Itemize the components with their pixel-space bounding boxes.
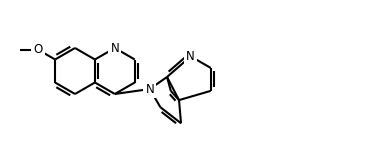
Text: N: N bbox=[111, 41, 119, 55]
Text: N: N bbox=[145, 83, 154, 96]
Text: O: O bbox=[33, 43, 42, 56]
Text: N: N bbox=[186, 50, 195, 63]
